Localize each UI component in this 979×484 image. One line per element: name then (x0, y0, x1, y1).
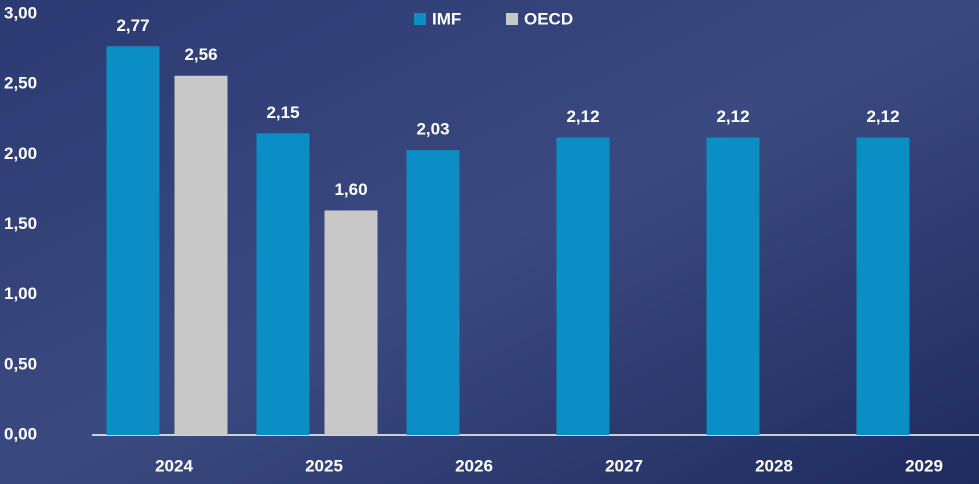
bar (407, 150, 460, 435)
value-label: 2,03 (416, 120, 449, 139)
x-tick-label: 2029 (905, 456, 943, 475)
value-label: 2,12 (566, 107, 599, 126)
page: 0,00 0,50 1,00 1,50 2,00 2,50 3,00 IMF OECD 2024 2… (0, 0, 979, 484)
legend-swatch (506, 13, 518, 25)
y-tick-label: 3,00 (4, 3, 37, 22)
y-tick-label: 0,50 (4, 354, 37, 373)
x-tick-label: 2026 (455, 456, 493, 475)
bar (107, 46, 160, 435)
value-label: 2,56 (184, 45, 217, 64)
value-label: 2,77 (116, 16, 149, 35)
value-label: 1,60 (334, 180, 367, 199)
bar (707, 137, 760, 435)
legend-label: IMF (432, 9, 461, 28)
value-label: 2,12 (866, 107, 899, 126)
bar (175, 76, 228, 435)
x-tick-label: 2025 (305, 456, 343, 475)
y-tick-label: 1,50 (4, 214, 37, 233)
chart: 0,00 0,50 1,00 1,50 2,00 2,50 3,00 IMF OECD 2024 2… (0, 0, 979, 484)
x-tick-label: 2028 (755, 456, 793, 475)
bar (325, 210, 378, 435)
y-tick-label: 1,00 (4, 284, 37, 303)
x-tick-label: 2024 (155, 456, 193, 475)
bar (557, 137, 610, 435)
bar (857, 137, 910, 435)
y-tick-label: 0,00 (4, 424, 37, 443)
bar (257, 133, 310, 435)
y-tick-label: 2,50 (4, 74, 37, 93)
y-tick-label: 2,00 (4, 144, 37, 163)
value-label: 2,15 (266, 103, 299, 122)
legend-swatch (414, 13, 426, 25)
value-label: 2,12 (716, 107, 749, 126)
legend-label: OECD (524, 9, 573, 28)
x-tick-label: 2027 (605, 456, 643, 475)
